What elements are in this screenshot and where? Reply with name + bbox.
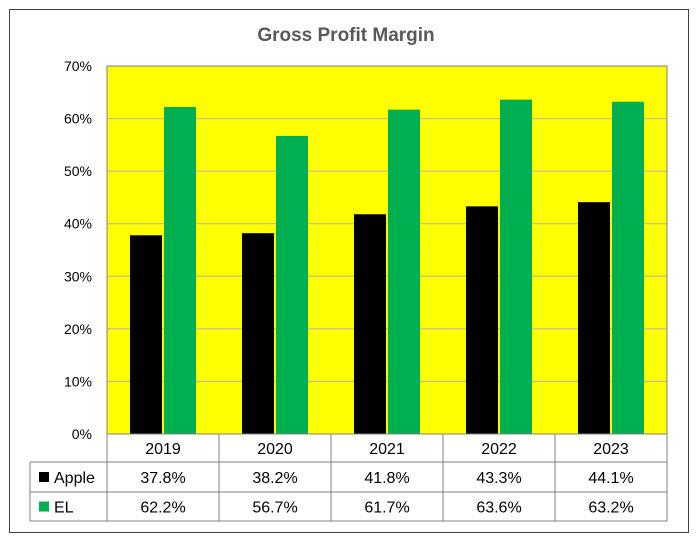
x-tick-label: 2019: [145, 441, 181, 458]
bar-el-2022: [500, 99, 532, 434]
data-table: 2019 2020 2021 2022 2023 Apple 37.8% 38.2% 41.8%…: [29, 433, 668, 522]
data-label-el: 56.7%: [252, 500, 297, 517]
data-label-apple: 44.1%: [588, 470, 633, 487]
x-tick-label: 2021: [369, 441, 405, 458]
bar-el-2021: [388, 109, 420, 435]
data-label-el: 61.7%: [364, 500, 409, 517]
y-tick-label: 20%: [64, 321, 92, 337]
chart-title: Gross Profit Margin: [257, 25, 434, 46]
bar-apple-2023: [578, 202, 610, 434]
data-label-el: 63.6%: [476, 500, 521, 517]
bar-el-2019: [164, 107, 196, 435]
x-tick-label: 2023: [593, 441, 629, 458]
legend-label-apple: Apple: [54, 470, 95, 487]
y-axis: 0% 10% 20% 30% 40% 50% 60% 70%: [64, 58, 92, 442]
legend-key-apple: [39, 472, 49, 482]
data-label-el: 63.2%: [588, 500, 633, 517]
bars: [130, 99, 644, 435]
x-tick-label: 2020: [257, 441, 293, 458]
plot-area: [107, 66, 667, 434]
bar-apple-2021: [354, 214, 386, 434]
y-tick-label: 0%: [72, 426, 92, 442]
data-label-apple: 43.3%: [476, 470, 521, 487]
y-tick-label: 30%: [64, 268, 92, 284]
y-tick-label: 10%: [64, 373, 92, 389]
bar-apple-2020: [242, 233, 274, 434]
bar-el-2023: [612, 101, 644, 435]
data-label-el: 62.2%: [140, 500, 185, 517]
y-tick-label: 50%: [64, 163, 92, 179]
y-tick-label: 70%: [64, 58, 92, 74]
bar-apple-2019: [130, 235, 162, 434]
legend-key-el: [39, 501, 49, 512]
bar-el-2020: [276, 135, 308, 435]
x-tick-label: 2022: [481, 441, 517, 458]
bar-apple-2022: [466, 206, 498, 434]
legend-label-el: EL: [54, 500, 74, 517]
y-tick-label: 40%: [64, 216, 92, 232]
y-tick-label: 60%: [64, 111, 92, 127]
data-label-apple: 41.8%: [364, 470, 409, 487]
data-label-apple: 37.8%: [140, 470, 185, 487]
gridlines: [106, 65, 668, 435]
data-label-apple: 38.2%: [252, 470, 297, 487]
